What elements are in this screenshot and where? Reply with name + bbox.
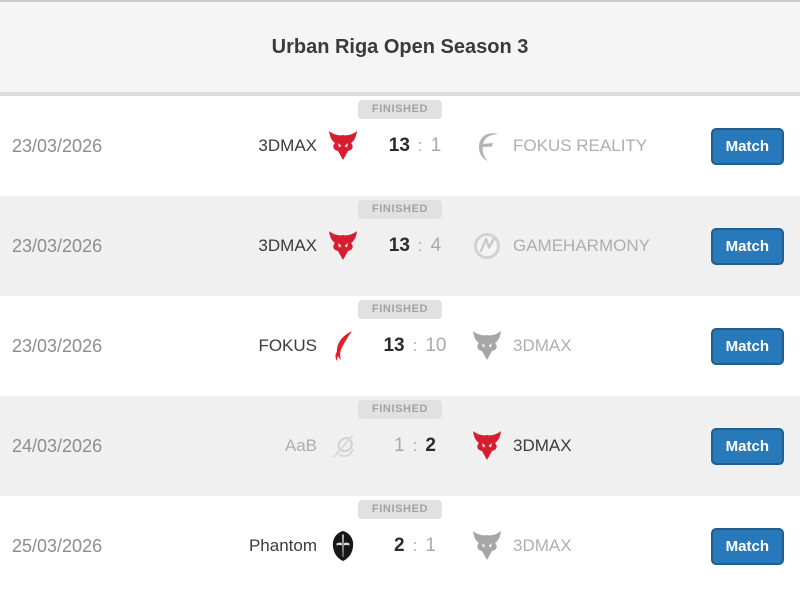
3dmax-logo-icon: [471, 429, 503, 463]
team2-cell: 3DMAX: [467, 329, 680, 363]
match-button-cell: Match: [680, 527, 800, 565]
match-date: 23/03/2026: [12, 335, 103, 356]
match-button-cell: Match: [680, 227, 800, 265]
match-button[interactable]: Match: [710, 127, 784, 165]
team1-cell: FOKUS: [150, 329, 363, 363]
status-badge: FINISHED: [357, 500, 443, 519]
score-left: 13: [383, 335, 405, 356]
status-badge: FINISHED: [357, 400, 443, 419]
match-date: 23/03/2026: [12, 235, 103, 256]
team1-name: FOKUS: [258, 336, 317, 355]
score-right: 2: [425, 435, 436, 456]
score-left: 13: [388, 135, 410, 156]
team2-name: FOKUS REALITY: [513, 136, 648, 155]
team1-cell: 3DMAX: [150, 129, 363, 163]
3dmax-logo-icon: [327, 229, 359, 263]
score-separator: :: [412, 536, 418, 555]
match-button[interactable]: Match: [710, 227, 784, 265]
team1-name: 3DMAX: [258, 136, 317, 155]
page-title: Urban Riga Open Season 3: [271, 35, 529, 58]
match-date: 23/03/2026: [12, 135, 103, 156]
score-left: 13: [388, 235, 410, 256]
score: 1 : 2: [363, 435, 467, 457]
team2-name: 3DMAX: [513, 436, 572, 455]
tournament-header: Urban Riga Open Season 3: [0, 2, 800, 96]
match-button[interactable]: Match: [710, 327, 784, 365]
team2-name: 3DMAX: [513, 336, 572, 355]
fokus-reality-logo-icon: [471, 129, 503, 163]
match-button[interactable]: Match: [710, 527, 784, 565]
match-row: FINISHED 25/03/2026 Phantom 2 : 1 3DMAX …: [0, 496, 800, 596]
score-separator: :: [412, 436, 418, 455]
phantom-logo-icon: [327, 529, 359, 563]
status-badge: FINISHED: [357, 200, 443, 219]
match-row: FINISHED 23/03/2026 FOKUS 13 : 10 3DMAX …: [0, 296, 800, 396]
team2-cell: GAMEHARMONY: [467, 229, 680, 263]
score: 13 : 1: [363, 135, 467, 157]
match-row: FINISHED 24/03/2026 AaB 1 : 2 3DMAX Matc…: [0, 396, 800, 496]
match-list: FINISHED 23/03/2026 3DMAX 13 : 1 FOKUS R…: [0, 96, 800, 596]
match-date: 25/03/2026: [12, 535, 103, 556]
score-left: 1: [394, 435, 405, 456]
score-left: 2: [394, 535, 405, 556]
score: 13 : 10: [363, 335, 467, 357]
team2-cell: 3DMAX: [467, 429, 680, 463]
match-date: 24/03/2026: [12, 435, 103, 456]
score-right: 1: [425, 535, 436, 556]
score-right: 1: [430, 135, 442, 156]
match-button-cell: Match: [680, 427, 800, 465]
status-badge: FINISHED: [357, 100, 443, 119]
score-separator: :: [417, 236, 423, 255]
team1-name: 3DMAX: [258, 236, 317, 255]
3dmax-logo-icon: [471, 529, 503, 563]
match-button[interactable]: Match: [710, 427, 784, 465]
score: 2 : 1: [363, 535, 467, 557]
status-badge: FINISHED: [357, 300, 443, 319]
team2-name: 3DMAX: [513, 536, 572, 555]
team1-name: Phantom: [248, 536, 317, 555]
3dmax-logo-icon: [471, 329, 503, 363]
score-right: 4: [430, 235, 442, 256]
team1-cell: AaB: [150, 429, 363, 463]
match-button-cell: Match: [680, 327, 800, 365]
team1-name: AaB: [284, 436, 317, 455]
aab-logo-icon: [327, 429, 359, 463]
match-row: FINISHED 23/03/2026 3DMAX 13 : 1 FOKUS R…: [0, 96, 800, 196]
team2-name: GAMEHARMONY: [513, 236, 650, 255]
team1-cell: 3DMAX: [150, 229, 363, 263]
match-button-cell: Match: [680, 127, 800, 165]
team2-cell: FOKUS REALITY: [467, 129, 680, 163]
score-separator: :: [412, 336, 418, 355]
3dmax-logo-icon: [327, 129, 359, 163]
match-row: FINISHED 23/03/2026 3DMAX 13 : 4 GAMEHAR…: [0, 196, 800, 296]
fokus-logo-icon: [327, 329, 359, 363]
team1-cell: Phantom: [150, 529, 363, 563]
score-right: 10: [425, 335, 447, 356]
team2-cell: 3DMAX: [467, 529, 680, 563]
score: 13 : 4: [363, 235, 467, 257]
score-separator: :: [417, 136, 423, 155]
gameharmony-logo-icon: [471, 229, 503, 263]
